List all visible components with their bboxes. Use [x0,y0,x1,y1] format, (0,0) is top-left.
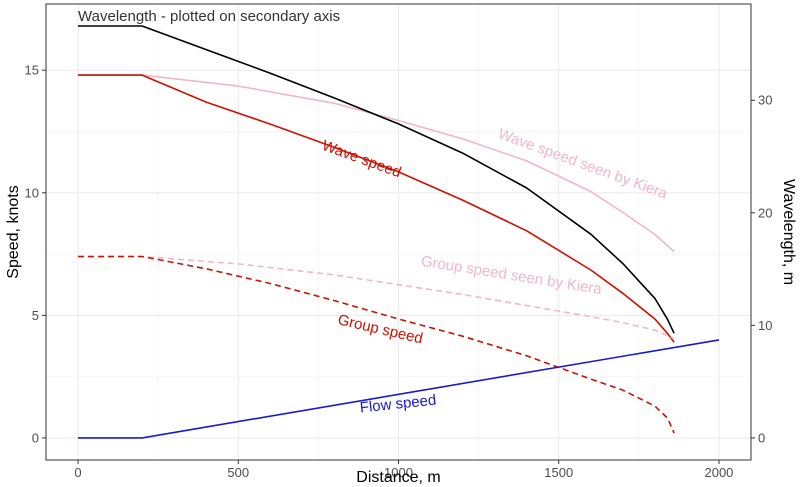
y-tick-label: 5 [32,308,39,323]
series-line-flow-speed [78,339,720,439]
y-tick-label: 10 [25,185,39,200]
y2-tick-label: 30 [758,93,772,108]
y-tick-label: 15 [25,63,39,78]
x-tick-label: 0 [74,465,81,480]
x-axis-title: Distance, m [356,469,440,486]
y-tick-label: 0 [32,430,39,445]
x-tick-label: 500 [227,465,249,480]
y2-tick-label: 20 [758,205,772,220]
label-wavelength-plotted-on-secondary-axis: Wavelength - plotted on secondary axis [78,8,340,25]
y2-tick-label: 0 [758,430,765,445]
x-tick-label: 1000 [384,465,413,480]
secondary-y-axis-title: Wavelength, m [780,179,797,285]
series-line-wave-speed-seen-by-kiera [78,74,675,253]
x-tick-label: 2000 [704,465,733,480]
series-line-wave-speed [78,74,675,343]
y2-tick-label: 10 [758,318,772,333]
series-lines [78,25,720,439]
y-axis-title: Speed, knots [5,185,22,278]
grid [46,4,751,460]
axes: 0 500 1000 1500 2000 0 5 10 15 0 10 20 30 [25,63,773,480]
series-line-wavelength-plotted-on-secondary-axis [78,25,675,334]
series-line-group-speed [78,255,675,434]
series-line-group-speed-seen-by-kiera [78,255,675,340]
x-tick-label: 1500 [544,465,573,480]
